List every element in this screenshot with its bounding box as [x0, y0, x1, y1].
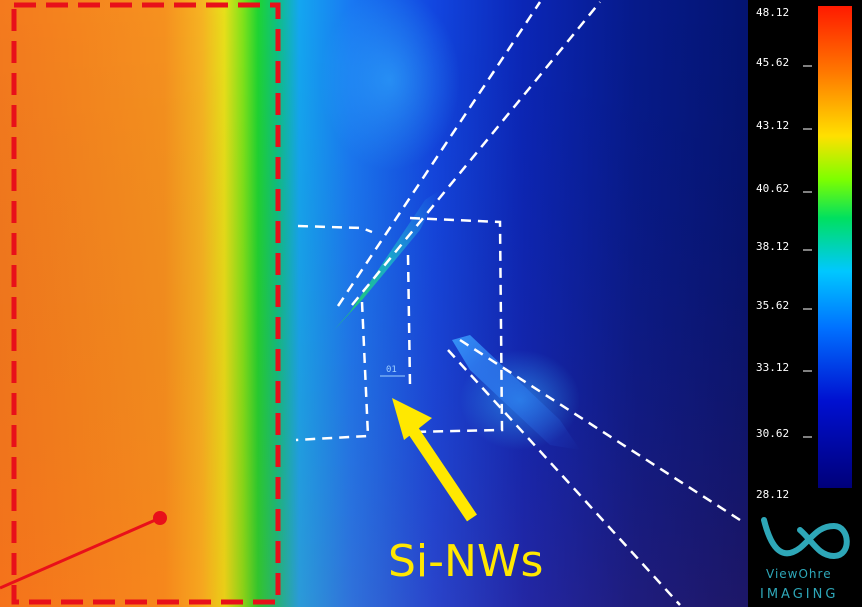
logo-mark-icon [761, 517, 850, 560]
logo-line1: ViewOhre [766, 567, 832, 581]
scale-tick: 38.12 [756, 240, 789, 253]
logo-line2: IMAGING [760, 587, 838, 602]
hot-region-outline [11, 2, 281, 605]
scale-tick: 35.62 [756, 299, 789, 312]
vendor-logo: ViewOhre IMAGING [760, 517, 850, 602]
scale-tick: 45.62 [756, 56, 789, 69]
guide-lines [295, 1, 741, 606]
probe-pointer-line [0, 516, 161, 590]
color-scale-bar [818, 6, 852, 488]
nanowire-heat-streak [334, 190, 440, 330]
scale-tick: 33.12 [756, 361, 789, 374]
probe-point [153, 511, 167, 525]
scale-ticks: 48.12 45.62 43.12 40.62 38.12 35.62 33.1… [756, 6, 812, 501]
nanowire-cool-streak [452, 335, 580, 450]
scale-tick: 40.62 [756, 182, 789, 195]
scale-tick: 30.62 [756, 427, 789, 440]
callout-label: Si-NWs [388, 536, 543, 587]
scale-tick: 48.12 [756, 6, 789, 19]
scale-tick: 43.12 [756, 119, 789, 132]
probe-label: 01 [386, 365, 397, 375]
callout-arrow [392, 398, 477, 522]
scale-tick: 28.12 [756, 488, 789, 501]
